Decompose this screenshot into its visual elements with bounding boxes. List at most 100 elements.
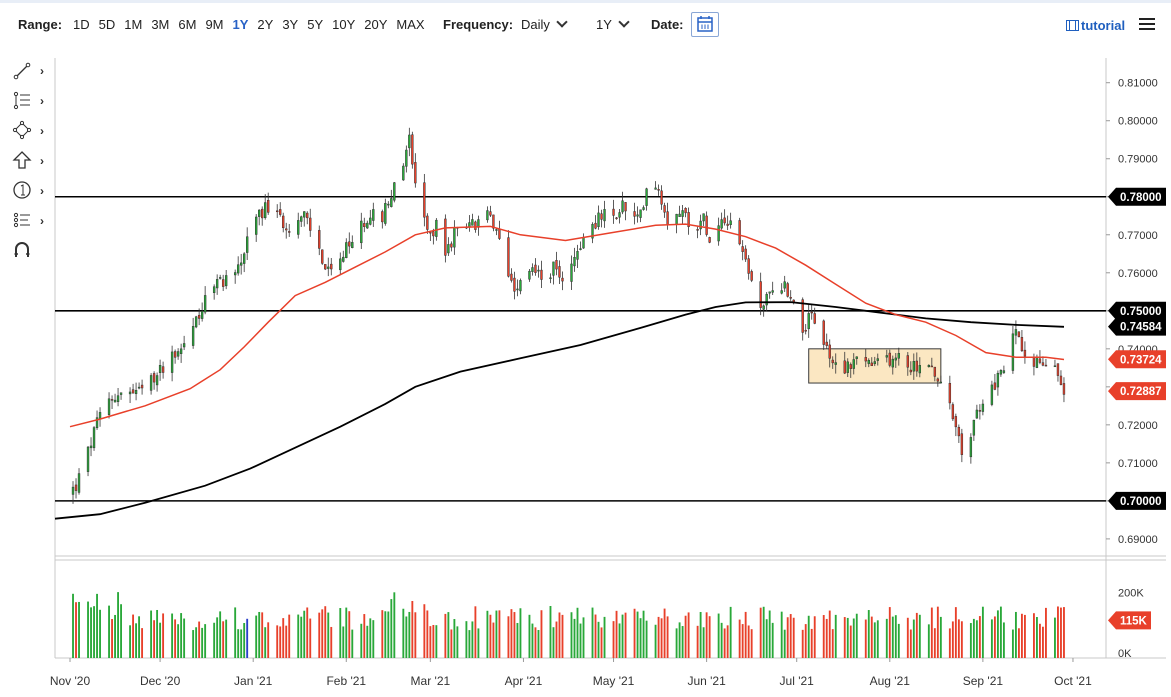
pattern-tool-button[interactable]: › — [12, 210, 52, 234]
down-candle[interactable] — [666, 211, 669, 225]
up-candle[interactable] — [366, 222, 369, 229]
up-candle[interactable] — [990, 384, 994, 405]
up-candle[interactable] — [327, 266, 330, 269]
down-candle[interactable] — [161, 366, 165, 373]
down-candle[interactable] — [864, 357, 867, 362]
down-candle[interactable] — [279, 209, 282, 215]
down-candle[interactable] — [381, 211, 384, 223]
down-candle[interactable] — [282, 215, 285, 229]
down-candle[interactable] — [828, 344, 831, 359]
up-candle[interactable] — [86, 446, 90, 472]
up-candle[interactable] — [597, 212, 600, 227]
range-button-5y[interactable]: 5Y — [307, 17, 324, 32]
down-candle[interactable] — [786, 283, 789, 297]
up-candle[interactable] — [873, 361, 876, 365]
up-candle[interactable] — [552, 261, 555, 276]
down-candle[interactable] — [708, 237, 711, 243]
up-candle[interactable] — [369, 217, 372, 225]
down-candle[interactable] — [444, 218, 447, 256]
up-candle[interactable] — [783, 281, 786, 289]
up-candle[interactable] — [405, 149, 408, 167]
up-candle[interactable] — [107, 398, 111, 415]
up-candle[interactable] — [453, 227, 456, 248]
down-candle[interactable] — [657, 189, 660, 191]
down-candle[interactable] — [888, 352, 891, 366]
up-candle[interactable] — [303, 211, 306, 218]
down-candle[interactable] — [74, 484, 78, 491]
sma-50-line[interactable] — [69, 223, 1065, 428]
up-candle[interactable] — [360, 220, 363, 244]
up-candle[interactable] — [645, 188, 648, 206]
down-candle[interactable] — [197, 314, 201, 319]
down-candle[interactable] — [411, 134, 414, 165]
down-candle[interactable] — [687, 212, 690, 228]
down-candle[interactable] — [960, 433, 964, 455]
range-button-10y[interactable]: 10Y — [332, 17, 356, 32]
magnet-tool-button[interactable] — [12, 240, 52, 264]
up-candle[interactable] — [717, 225, 720, 242]
down-candle[interactable] — [660, 190, 663, 205]
up-candle[interactable] — [972, 419, 976, 436]
up-candle[interactable] — [264, 202, 267, 219]
up-candle[interactable] — [372, 209, 375, 221]
up-candle[interactable] — [297, 220, 300, 235]
down-candle[interactable] — [813, 313, 816, 324]
up-candle[interactable] — [975, 409, 979, 419]
down-candle[interactable] — [684, 207, 687, 214]
up-candle[interactable] — [486, 210, 489, 221]
sma-200-line[interactable] — [54, 301, 1065, 520]
down-candle[interactable] — [152, 373, 156, 383]
up-candle[interactable] — [678, 213, 681, 217]
up-candle[interactable] — [891, 358, 894, 368]
up-candle[interactable] — [300, 216, 303, 222]
up-candle[interactable] — [762, 305, 765, 310]
up-candle[interactable] — [246, 236, 249, 253]
up-candle[interactable] — [134, 390, 138, 395]
up-candle[interactable] — [1002, 370, 1006, 373]
down-candle[interactable] — [726, 223, 729, 226]
down-candle[interactable] — [474, 221, 477, 230]
period-select[interactable]: 1Y — [596, 15, 630, 35]
up-candle[interactable] — [155, 375, 159, 386]
up-candle[interactable] — [675, 213, 678, 225]
up-candle[interactable] — [771, 290, 774, 293]
up-candle[interactable] — [71, 486, 75, 495]
range-button-3y[interactable]: 3Y — [282, 17, 299, 32]
down-candle[interactable] — [1020, 337, 1024, 352]
down-candle[interactable] — [510, 273, 513, 281]
up-candle[interactable] — [573, 257, 576, 267]
up-candle[interactable] — [258, 209, 261, 217]
down-candle[interactable] — [288, 231, 291, 233]
down-candle[interactable] — [831, 359, 834, 364]
up-candle[interactable] — [384, 203, 387, 224]
up-candle[interactable] — [576, 251, 579, 260]
up-candle[interactable] — [591, 224, 594, 239]
up-candle[interactable] — [699, 220, 702, 230]
up-candle[interactable] — [1011, 333, 1015, 371]
up-candle[interactable] — [603, 209, 606, 222]
down-candle[interactable] — [513, 277, 516, 292]
up-candle[interactable] — [149, 375, 153, 391]
up-candle[interactable] — [867, 359, 870, 364]
up-candle[interactable] — [342, 256, 345, 262]
down-candle[interactable] — [492, 214, 495, 229]
down-candle[interactable] — [930, 365, 934, 368]
range-button-1d[interactable]: 1D — [73, 17, 90, 32]
down-candle[interactable] — [423, 182, 426, 218]
down-candle[interactable] — [1059, 375, 1063, 385]
up-candle[interactable] — [531, 267, 534, 272]
up-candle[interactable] — [179, 348, 183, 354]
down-candle[interactable] — [750, 271, 753, 281]
down-candle[interactable] — [1062, 383, 1066, 395]
up-candle[interactable] — [981, 403, 985, 412]
down-candle[interactable] — [498, 228, 501, 239]
down-candle[interactable] — [426, 215, 429, 230]
up-candle[interactable] — [236, 264, 240, 274]
up-candle[interactable] — [528, 270, 531, 280]
down-candle[interactable] — [624, 202, 627, 212]
range-button-2y[interactable]: 2Y — [257, 17, 274, 32]
down-candle[interactable] — [306, 212, 309, 219]
down-candle[interactable] — [951, 404, 955, 420]
down-candle[interactable] — [1017, 331, 1021, 338]
up-candle[interactable] — [579, 248, 582, 250]
